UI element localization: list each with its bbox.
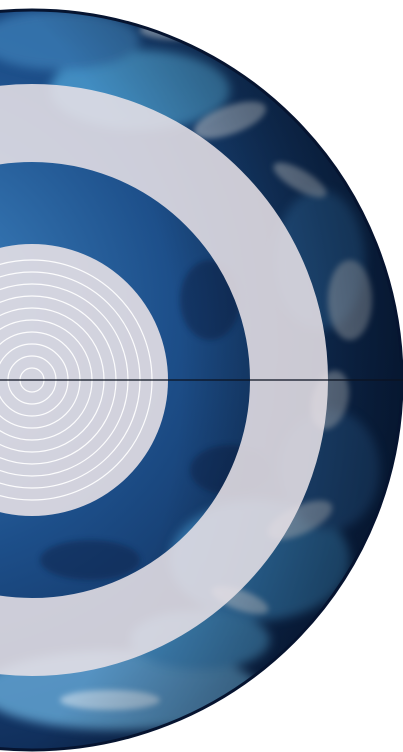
globe-graphic — [0, 8, 403, 752]
